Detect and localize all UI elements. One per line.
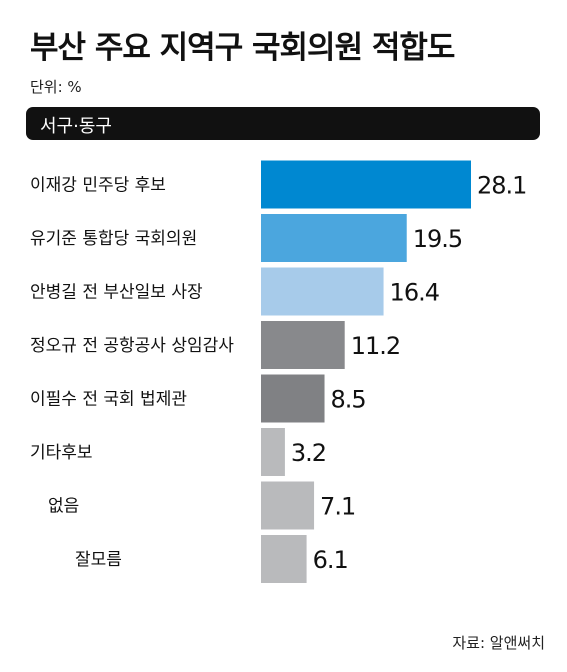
value-label: 28.1 bbox=[477, 172, 526, 200]
category-label: 기타후보 bbox=[30, 443, 93, 463]
category-label: 없음 bbox=[48, 497, 79, 517]
bar bbox=[261, 214, 407, 262]
bar bbox=[261, 481, 315, 530]
source-note: 자료: 알앤써치 bbox=[452, 634, 545, 652]
bar bbox=[261, 535, 307, 583]
section-label: 서구·동구 bbox=[40, 116, 112, 137]
bar bbox=[261, 428, 285, 476]
value-label: 7.1 bbox=[320, 493, 355, 521]
bar bbox=[261, 160, 471, 209]
bar bbox=[261, 374, 325, 423]
value-label: 3.2 bbox=[291, 439, 326, 467]
value-label: 6.1 bbox=[313, 546, 348, 574]
category-label: 잘모름 bbox=[75, 550, 122, 570]
value-label: 11.2 bbox=[351, 332, 400, 360]
bar-chart: 이재강 민주당 후보 28.1 유기준 통합당 국회의원 19.5 안병길 전 부산일보… bbox=[30, 160, 527, 583]
value-label: 16.4 bbox=[390, 279, 439, 307]
bar bbox=[261, 321, 345, 369]
category-label: 이재강 민주당 후보 bbox=[30, 176, 166, 196]
value-label: 8.5 bbox=[331, 386, 366, 414]
category-label: 안병길 전 부산일보 사장 bbox=[30, 283, 203, 303]
section-header: 서구·동구 bbox=[26, 107, 540, 140]
value-label: 19.5 bbox=[413, 225, 462, 253]
category-label: 이필수 전 국회 법제관 bbox=[30, 390, 187, 410]
bar bbox=[261, 267, 384, 316]
category-label: 정오규 전 공항공사 상임감사 bbox=[30, 336, 234, 356]
chart-title: 부산 주요 지역구 국회의원 적합도 bbox=[30, 30, 455, 66]
category-label: 유기준 통합당 국회의원 bbox=[30, 229, 197, 249]
unit-label: 단위: % bbox=[30, 78, 82, 96]
